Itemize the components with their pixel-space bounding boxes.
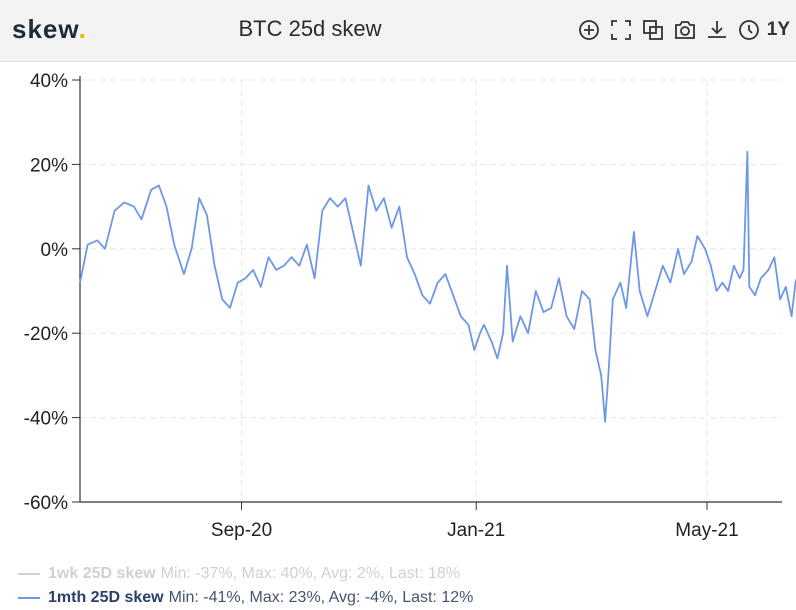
camera-icon bbox=[674, 21, 695, 39]
x-tick-label: May-21 bbox=[675, 520, 738, 541]
logo-dot: . bbox=[78, 14, 87, 44]
compare-button[interactable] bbox=[637, 14, 669, 46]
download-button[interactable] bbox=[701, 14, 733, 46]
clock-icon bbox=[738, 20, 759, 40]
snapshot-button[interactable] bbox=[669, 14, 701, 46]
y-tick-label: 0% bbox=[41, 240, 69, 261]
legend-series-stats: Min: -41%, Max: 23%, Avg: -4%, Last: 12% bbox=[168, 589, 474, 606]
fullscreen-icon bbox=[610, 20, 631, 40]
legend-item-1wk[interactable]: 1wk 25D skew Min: -37%, Max: 40%, Avg: 2… bbox=[18, 562, 473, 586]
legend-swatch-1mth bbox=[18, 597, 40, 599]
y-tick-label: 20% bbox=[30, 155, 68, 176]
series-line-1mth bbox=[79, 150, 796, 423]
y-tick-label: -40% bbox=[24, 409, 68, 430]
legend-series-name: 1wk 25D skew bbox=[48, 565, 156, 582]
axis-layer: 40% 20% 0% -20% -40% -60% Sep-20 Jan-21 May-21 bbox=[24, 71, 782, 541]
series-layer bbox=[79, 150, 796, 423]
x-tick-label: Jan-21 bbox=[447, 520, 505, 541]
logo-text: skew bbox=[12, 14, 79, 44]
legend-series-stats: Min: -37%, Max: 40%, Avg: 2%, Last: 18% bbox=[160, 565, 461, 582]
grid-layer bbox=[80, 79, 782, 503]
compare-icon bbox=[642, 20, 663, 40]
x-tick-label: Sep-20 bbox=[211, 520, 272, 541]
y-tick-label: -60% bbox=[24, 493, 68, 514]
brand-logo[interactable]: skew. bbox=[12, 14, 87, 45]
chart-title: BTC 25d skew bbox=[238, 16, 382, 41]
y-tick-label: -20% bbox=[24, 324, 68, 345]
chart-header: skew. BTC 25d skew 1Y bbox=[0, 0, 796, 62]
skew-line-chart: 40% 20% 0% -20% -40% -60% Sep-20 Jan-21 May-21 bbox=[24, 71, 796, 541]
time-range-button[interactable] bbox=[733, 14, 765, 46]
legend-series-name: 1mth 25D skew bbox=[48, 589, 164, 606]
chart-toolbar: 1Y bbox=[573, 14, 790, 46]
y-tick-label: 40% bbox=[30, 71, 68, 92]
zoom-in-icon bbox=[578, 20, 599, 40]
fullscreen-button[interactable] bbox=[605, 14, 637, 46]
zoom-in-button[interactable] bbox=[573, 14, 605, 46]
legend-swatch-1wk bbox=[18, 573, 40, 575]
time-range-label[interactable]: 1Y bbox=[766, 19, 790, 40]
download-icon bbox=[707, 21, 726, 38]
chart-legend: 1wk 25D skew Min: -37%, Max: 40%, Avg: 2… bbox=[18, 562, 473, 610]
legend-item-1mth[interactable]: 1mth 25D skew Min: -41%, Max: 23%, Avg: … bbox=[18, 586, 473, 610]
